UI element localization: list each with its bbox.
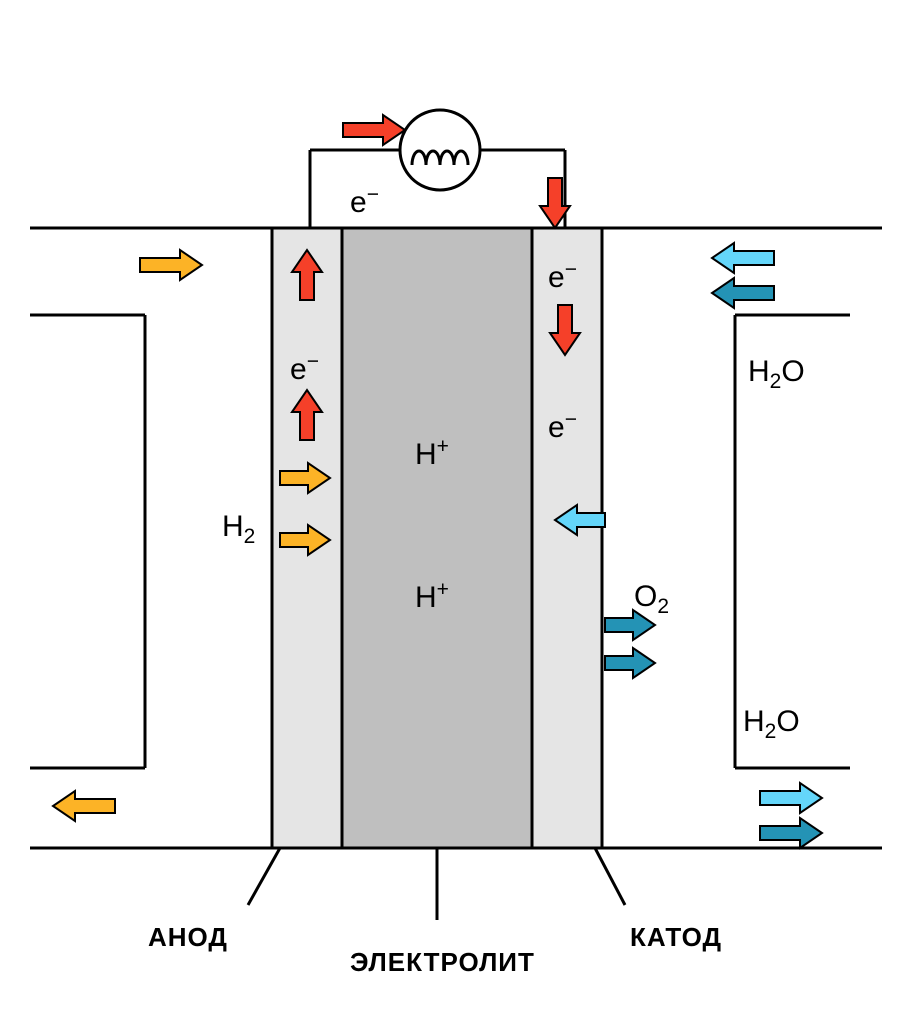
leader-anode	[248, 848, 280, 905]
arrow-o2-in-teal	[712, 278, 774, 308]
label-e-cathode-1: e−	[548, 258, 577, 295]
label-h2o-bot: H2O	[743, 705, 800, 744]
label-e-anode: e−	[290, 350, 319, 387]
leader-cathode	[595, 848, 625, 905]
label-h2o-top: H2O	[748, 355, 805, 394]
label-hplus-1: H+	[415, 435, 449, 472]
fuel-cell-diagram	[0, 0, 912, 1023]
region-label-anode: АНОД	[148, 922, 228, 953]
region-label-cathode: КАТОД	[630, 922, 722, 953]
arrow-o2-in-light	[712, 243, 774, 273]
arrow-exit-light	[760, 783, 822, 813]
arrow-h2-out	[53, 791, 115, 821]
region-label-electrolyte: ЭЛЕКТРОЛИТ	[350, 947, 535, 978]
arrow-circuit-right	[343, 115, 405, 145]
label-hplus-2: H+	[415, 578, 449, 615]
label-h2: H2	[222, 510, 255, 549]
arrow-exit-teal	[760, 818, 822, 848]
label-e-cathode-2: e−	[548, 408, 577, 445]
arrow-h2o-2	[605, 648, 655, 678]
load-circle	[400, 110, 480, 190]
arrow-h2-in	[140, 250, 202, 280]
electrolyte-region	[342, 228, 532, 848]
label-e-top: e−	[350, 183, 379, 220]
label-o2: O2	[634, 580, 669, 619]
